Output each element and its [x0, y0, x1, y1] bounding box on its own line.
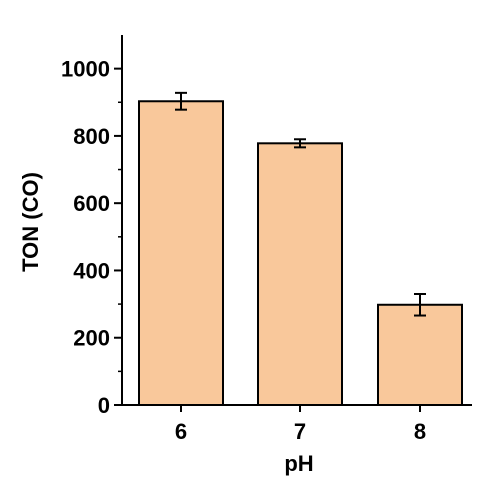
error-bar-ph-7: [294, 138, 306, 149]
bars: [138, 100, 463, 407]
y-tick-label: 400: [73, 258, 110, 283]
bar-ph-8: [377, 303, 463, 407]
error-bars: [175, 91, 426, 317]
error-bar-ph-8: [414, 293, 426, 317]
x-axis-title: pH: [284, 451, 313, 476]
y-tick-label: 1000: [61, 57, 110, 82]
y-axis-title: TON (CO): [18, 172, 43, 272]
y-tick-label: 0: [98, 393, 110, 418]
y-tick-label: 600: [73, 191, 110, 216]
y-ticks: 0 200 400 600 800 1000: [61, 57, 122, 418]
error-bar-ph-6: [175, 91, 187, 111]
y-tick-label: 800: [73, 124, 110, 149]
bar-ph-6: [138, 100, 224, 406]
y-tick-label: 200: [73, 326, 110, 351]
x-tick-label: 6: [175, 419, 187, 444]
x-tick-label: 8: [414, 419, 426, 444]
x-tick-label: 7: [294, 419, 306, 444]
bar-ph-7: [257, 142, 343, 407]
x-ticks: 6 7 8: [175, 405, 426, 444]
